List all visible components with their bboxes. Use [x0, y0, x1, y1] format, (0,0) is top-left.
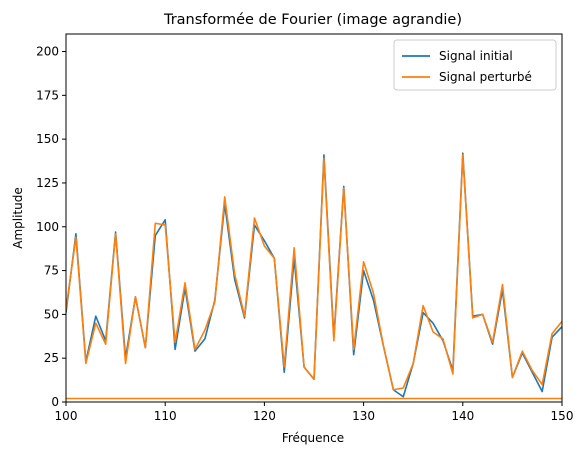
chart-title: Transformée de Fourier (image agrandie)	[163, 12, 462, 28]
series-layer	[66, 152, 562, 400]
x-tick-label: 110	[154, 409, 177, 423]
x-axis: 100 110 120 130 140 150	[55, 402, 574, 423]
x-tick-label: 100	[55, 409, 78, 423]
y-tick-label: 125	[36, 176, 59, 190]
x-tick-label: 130	[352, 409, 375, 423]
y-tick-label: 25	[44, 351, 59, 365]
y-axis: 0 25 50 75 100 125 150 175 200	[36, 45, 66, 409]
plot-frame	[65, 33, 563, 403]
legend-label: Signal perturbé	[439, 70, 532, 84]
y-tick-label: 100	[36, 220, 59, 234]
x-tick-label: 120	[253, 409, 276, 423]
series-line-2	[66, 154, 562, 391]
y-tick-label: 175	[36, 88, 59, 102]
y-tick-label: 200	[36, 45, 59, 59]
legend-label: Signal initial	[439, 49, 513, 63]
x-tick-label: 140	[451, 409, 474, 423]
y-tick-label: 50	[44, 307, 59, 321]
x-axis-label: Fréquence	[282, 431, 344, 445]
y-axis-label: Amplitude	[11, 187, 25, 249]
legend-box	[393, 39, 557, 91]
y-tick-label: 0	[51, 395, 59, 409]
x-tick-label: 150	[551, 409, 574, 423]
legend: Signal initial Signal perturbé	[393, 39, 557, 91]
y-tick-label: 150	[36, 132, 59, 146]
y-tick-label: 75	[44, 264, 59, 278]
